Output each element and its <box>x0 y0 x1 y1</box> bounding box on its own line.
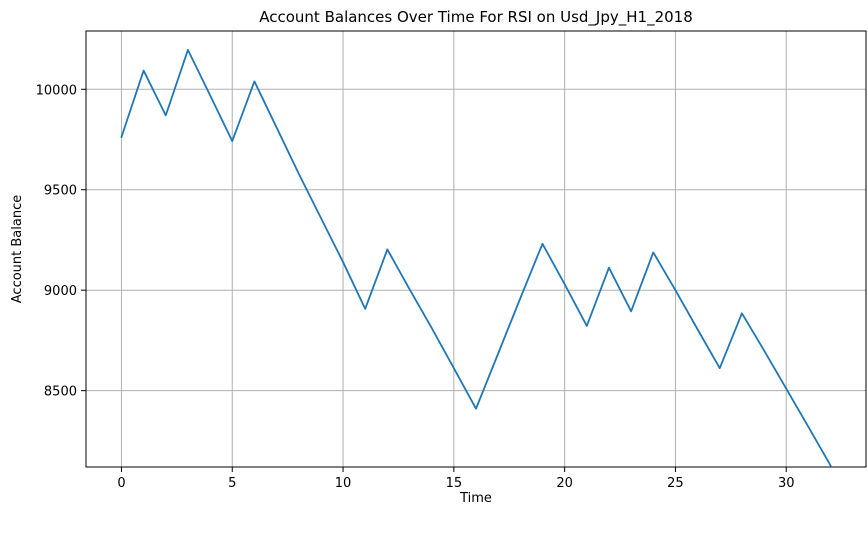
chart-title: Account Balances Over Time For RSI on Us… <box>259 8 693 27</box>
x-tick-label: 20 <box>556 476 573 491</box>
y-axis: 8500 9000 9500 10000 <box>36 83 86 400</box>
x-axis-label: Time <box>459 491 492 506</box>
x-tick-label: 25 <box>667 476 684 491</box>
series-layer <box>120 48 832 467</box>
x-tick-label: 15 <box>446 476 463 491</box>
y-tick-label: 9500 <box>44 184 77 199</box>
x-tick-label: 0 <box>117 476 125 491</box>
y-tick-label: 10000 <box>36 83 77 98</box>
x-tick-label: 30 <box>778 476 795 491</box>
y-tick-label: 8500 <box>44 385 77 400</box>
x-tick-label: 10 <box>335 476 352 491</box>
y-tick-label: 9000 <box>44 284 77 299</box>
grid-lines <box>86 31 866 467</box>
y-axis-label: Account Balance <box>10 195 25 303</box>
plot-frame <box>85 30 867 468</box>
series-line-0 <box>120 48 832 467</box>
x-tick-label: 5 <box>228 476 236 491</box>
x-axis: 0 5 10 15 20 25 30 <box>117 467 795 491</box>
